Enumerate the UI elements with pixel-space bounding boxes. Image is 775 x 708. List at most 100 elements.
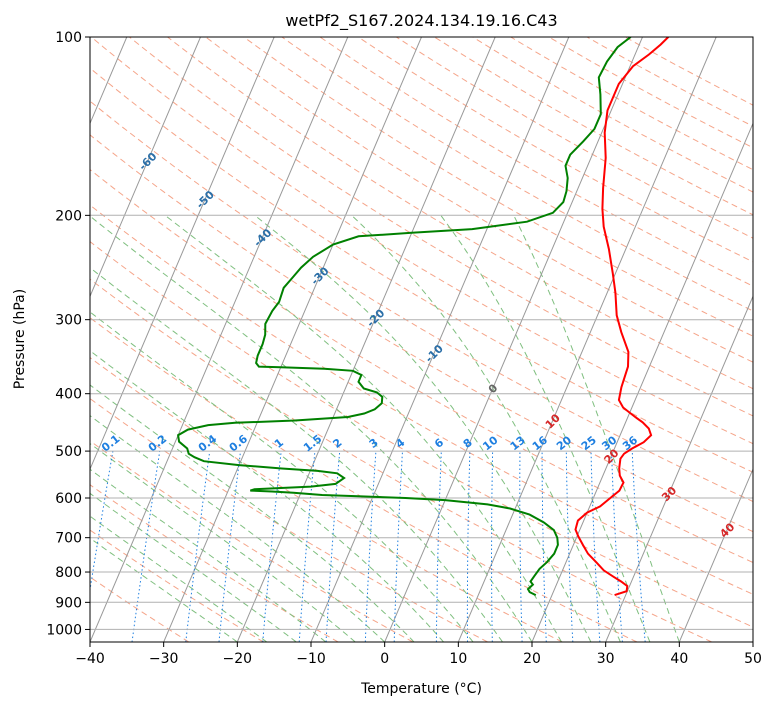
mixing-ratio-line [218,451,241,642]
chart-title: wetPf2_S167.2024.134.19.16.C43 [285,11,557,31]
moist-adiabat [90,492,297,642]
mixing-ratio-label: 6 [432,436,446,451]
mixing-ratio-line [90,451,114,593]
dry-adiabat [90,397,488,642]
y-tick-label: 600 [55,491,82,507]
moist-adiabat [513,215,680,642]
dry-adiabat [281,37,753,312]
mixing-ratio-label: 16 [530,433,550,453]
moist-adiabat [90,515,268,642]
mixing-ratio-line [565,451,574,642]
dry-adiabat [510,37,753,171]
dry-adiabat [90,204,753,595]
x-axis-ticks: −40 −30 −20 −10 0 10 20 30 40 50 [75,642,762,667]
background-lines [90,37,753,642]
mixing-ratio-label: 20 [554,433,574,453]
mixing-ratio-label: 2 [331,436,345,451]
dry-adiabat [243,37,753,337]
isotherm-label: -10 [423,342,446,365]
mixing-ratio-line [435,451,442,642]
y-tick-label: 300 [55,313,82,329]
moist-adiabat [90,267,503,642]
x-tick-label: 30 [597,651,615,667]
dry-adiabat [90,356,563,642]
moist-adiabat [164,214,562,642]
dry-adiabat [90,241,753,628]
isotherm [310,37,570,642]
y-tick-label: 900 [55,595,82,611]
mixing-ratio-label: 3 [367,436,381,451]
mixing-ratio-line [185,451,211,642]
isotherm [605,295,753,642]
moist-adiabat [90,311,474,642]
y-tick-label: 100 [55,30,82,46]
moist-adiabat [351,214,621,642]
x-tick-label: 20 [523,651,541,667]
mixing-ratio-line [466,451,471,642]
isotherm [384,37,643,642]
x-axis-title: Temperature (°C) [360,681,482,697]
isotherm [163,37,422,642]
y-tick-label: 800 [55,565,82,581]
moist-adiabat [90,384,415,642]
y-tick-label: 1000 [46,622,82,638]
moist-adiabat [90,537,238,642]
moist-adiabat [90,350,444,642]
dry-adiabat [90,576,190,642]
isotherm [531,122,753,642]
isotherm-label: -20 [364,306,387,329]
isotherm [90,37,275,471]
y-tick-label: 500 [55,444,82,460]
dewpoint-line [177,37,632,596]
dry-adiabat [90,134,753,533]
dry-adiabat [90,440,414,642]
isotherm-label: 10 [543,411,563,431]
isotherm-label: -50 [194,188,217,211]
isotherm [457,37,717,642]
moist-adiabat [254,214,592,642]
mixing-ratio-label: 4 [393,436,407,451]
mixing-ratio-label: 1 [272,436,286,451]
isotherm [90,37,201,298]
isotherm [236,37,496,642]
isopleth-labels: 0.1 0.2 0.4 0.6 1 1.5 2 3 4 6 8 10 13 16 20 25 30 36-60-5… [99,150,738,541]
dry-adiabat [586,37,753,127]
dry-adiabat [129,37,753,417]
x-tick-label: −10 [296,651,326,667]
isotherm [90,37,349,642]
mixing-ratio-line [590,451,601,642]
mixing-ratio-label: 36 [620,433,640,453]
y-tick-label: 200 [55,208,82,224]
profile-lines [177,37,670,597]
isotherm [678,467,753,642]
isotherm-label: -30 [308,264,331,287]
x-tick-label: −40 [75,651,105,667]
moist-adiabat [90,215,533,642]
isotherm-label: -40 [251,226,274,249]
mixing-ratio-label: 10 [480,433,500,453]
dry-adiabat [205,37,753,363]
dry-adiabat [90,37,753,445]
y-axis-ticks: 100 200 300 400 500 600 700 800 900 1000 [46,30,90,638]
dry-adiabat [548,37,753,149]
dry-adiabat [90,529,264,642]
plot-frame [89,36,754,643]
isotherm-label: 30 [659,484,679,504]
mixing-ratio-line [491,451,494,642]
mixing-ratio-line [519,451,523,642]
pressure-grid [90,37,753,630]
mixing-ratio-label: 25 [579,434,599,454]
y-axis-title: Pressure (hPa) [12,289,28,389]
mixing-ratio-line [131,451,161,642]
isotherm [752,640,753,642]
x-tick-label: 0 [380,651,389,667]
moist-adiabat [90,468,327,642]
moist-adiabat [90,415,386,642]
moist-adiabat [90,442,356,642]
x-tick-label: 40 [670,651,688,667]
dry-adiabat [90,484,339,642]
x-tick-label: −30 [149,651,179,667]
x-tick-label: 50 [744,651,762,667]
dry-adiabat [357,37,753,263]
